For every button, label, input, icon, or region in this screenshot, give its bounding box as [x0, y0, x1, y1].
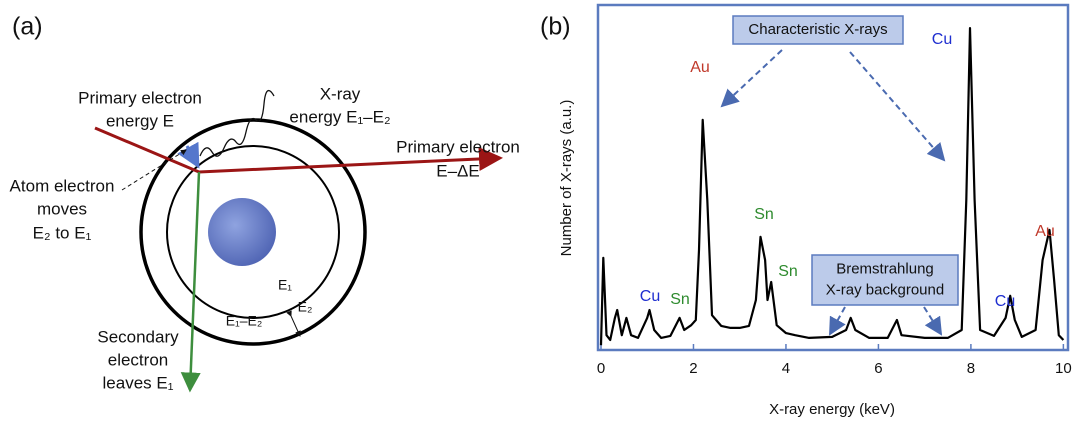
primary-in-arrow — [94, 126, 200, 174]
shell-label: E₁ — [278, 277, 292, 293]
label: Primary electron — [396, 137, 520, 156]
x-tick-label: 0 — [597, 360, 605, 377]
label: energy E₁–E₂ — [289, 107, 390, 126]
peak-label: Cu — [932, 31, 952, 48]
primary-out-arrow — [198, 146, 503, 174]
label: Secondary — [97, 327, 179, 346]
callout-arrow — [849, 51, 946, 162]
callout-box — [811, 254, 959, 306]
label: X-ray — [320, 84, 361, 103]
callout-text: Characteristic X-rays — [748, 21, 887, 38]
peak-label: Au — [1035, 223, 1055, 240]
peak-label: Sn — [778, 263, 798, 280]
x-tick-label: 4 — [782, 360, 790, 377]
peak-label: Sn — [670, 291, 690, 308]
label: E₂ to E₁ — [33, 223, 92, 242]
transition-arrow — [177, 141, 200, 169]
label: moves — [37, 199, 87, 218]
chart: 0 2 4 6 8 10 X-ray energy (keV) Number of X-ray… — [558, 3, 1072, 418]
label: electron — [108, 350, 168, 369]
panel-label: (a) — [12, 13, 43, 41]
label: Primary electron — [78, 88, 202, 107]
label: E–ΔE — [436, 161, 480, 180]
outer-shell — [139, 118, 367, 346]
peak-label: Cu — [995, 293, 1015, 310]
label: Atom electron — [10, 176, 115, 195]
shell-label: E₁–E₂ — [226, 313, 263, 329]
peak-label: Cu — [640, 288, 660, 305]
x-tick-label: 8 — [967, 360, 975, 377]
inner-shell — [166, 145, 340, 319]
label: energy E — [106, 111, 174, 130]
y-axis-label: Number of X-rays (a.u.) — [558, 100, 575, 257]
callout-box — [732, 15, 904, 45]
callout-arrow — [720, 49, 783, 108]
label: leaves E₁ — [103, 373, 174, 392]
pointer — [121, 149, 187, 191]
peak-label: Au — [690, 59, 710, 76]
peak-label: Sn — [754, 206, 774, 223]
xray-wave — [199, 89, 275, 157]
callout-text: Bremstrahlung — [836, 260, 934, 277]
x-axis-label: X-ray energy (keV) — [769, 401, 895, 418]
nucleus — [208, 198, 276, 266]
x-tick-label: 10 — [1055, 360, 1072, 377]
shell-gap-arrow — [286, 310, 301, 337]
callout-arrow — [829, 306, 846, 336]
secondary-arrow — [180, 171, 201, 393]
x-tick-label: 6 — [874, 360, 882, 377]
callout-text: X-ray background — [826, 281, 944, 298]
x-tick-label: 2 — [689, 360, 697, 377]
plot-frame — [596, 3, 1070, 352]
panel-label: (b) — [540, 13, 571, 41]
spectrum-line — [599, 27, 1065, 346]
callout-arrow — [923, 306, 943, 336]
shell-label: E₂ — [298, 299, 313, 315]
